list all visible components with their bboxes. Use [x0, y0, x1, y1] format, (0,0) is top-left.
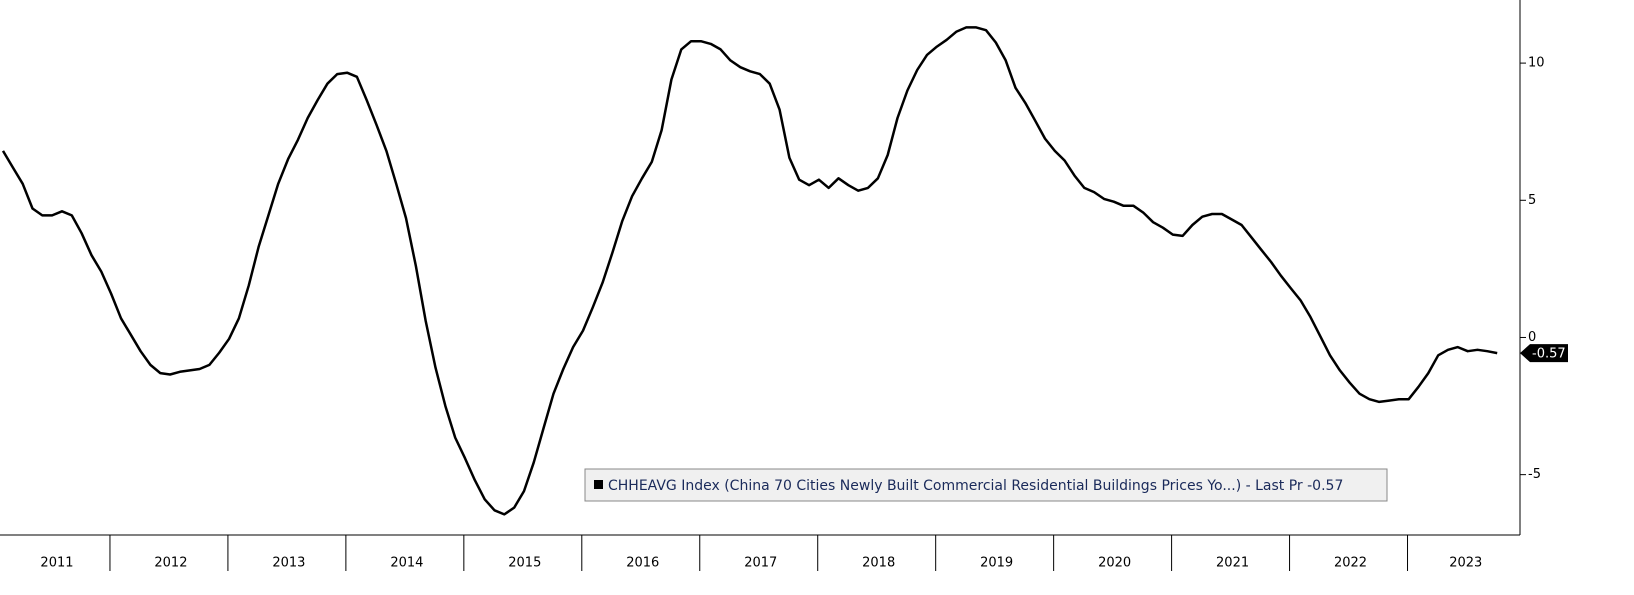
- x-tick-label: 2018: [862, 556, 895, 571]
- legend-swatch: [594, 480, 603, 489]
- y-tick-label: -5: [1528, 467, 1541, 482]
- y-tick-label: 10: [1528, 56, 1545, 71]
- last-value-tag: [1520, 344, 1568, 363]
- line-series: [1, 26, 1498, 516]
- x-tick-label: 2011: [40, 556, 73, 571]
- last-value-label: -0.57: [1532, 347, 1566, 362]
- x-tick-label: 2017: [744, 556, 777, 571]
- x-tick-label: 2016: [626, 556, 659, 571]
- x-tick-label: 2012: [154, 556, 187, 571]
- x-tick-label: 2019: [980, 556, 1013, 571]
- y-tick-label: 0: [1528, 330, 1536, 345]
- x-tick-label: 2013: [272, 556, 305, 571]
- legend-box: [584, 468, 1388, 502]
- x-tick-label: 2020: [1098, 556, 1131, 571]
- x-tick-label: 2014: [390, 556, 423, 571]
- x-tick-label: 2015: [508, 556, 541, 571]
- legend-text: CHHEAVG Index (China 70 Cities Newly Bui…: [608, 478, 1343, 494]
- x-tick-label: 2021: [1216, 556, 1249, 571]
- x-tick-label: 2022: [1334, 556, 1367, 571]
- y-tick-label: 5: [1528, 193, 1536, 208]
- x-tick-label: 2023: [1449, 556, 1482, 571]
